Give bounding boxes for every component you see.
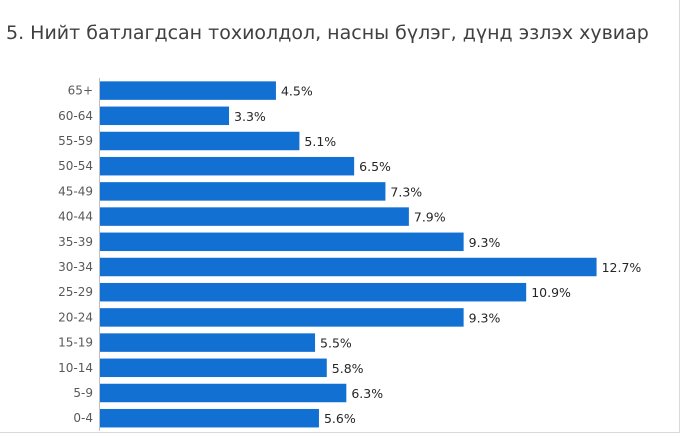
data-label-10-14: 5.8%: [332, 361, 364, 376]
data-label-35-39: 9.3%: [469, 235, 501, 250]
data-label-0-4: 5.6%: [324, 411, 356, 426]
data-label-30-34: 12.7%: [602, 260, 642, 275]
category-label-55-59: 55-59: [58, 134, 93, 148]
category-label-20-24: 20-24: [58, 310, 93, 324]
bar-20-24: [100, 308, 464, 327]
bar-50-54: [100, 156, 355, 176]
data-label-50-54: 6.5%: [359, 159, 391, 174]
category-label-60-64: 60-64: [58, 109, 93, 123]
bar-5-9: [100, 383, 347, 403]
bar-65plus: [100, 81, 276, 100]
data-label-65plus: 4.5%: [281, 84, 313, 99]
bar-55-59: [100, 131, 300, 151]
category-label-35-39: 35-39: [58, 235, 93, 249]
category-label-50-54: 50-54: [58, 159, 93, 173]
bar-40-44: [100, 207, 409, 226]
bar-35-39: [100, 232, 464, 252]
bar-45-49: [100, 182, 386, 201]
category-label-10-14: 10-14: [58, 361, 93, 375]
category-label-25-29: 25-29: [58, 285, 93, 299]
data-label-45-49: 7.3%: [390, 184, 422, 199]
bar-60-64: [100, 106, 230, 126]
category-label-15-19: 15-19: [58, 336, 93, 350]
category-label-65plus: 65+: [68, 84, 93, 98]
chart-title: 5. Нийт батлагдсан тохиолдол, насны бүлэ…: [6, 22, 649, 44]
category-label-45-49: 45-49: [58, 184, 93, 198]
data-labels: 4.5% 3.3% 5.1% 6.5% 7.3% 7.9% 9.3% 12.7% 10.9% 9.…: [234, 84, 641, 427]
data-label-60-64: 3.3%: [234, 109, 266, 124]
category-axis-labels: 65+ 60-64 55-59 50-54 45-49 40-44 35-39 30-34 25…: [58, 84, 93, 426]
bar-10-14: [100, 358, 327, 378]
data-label-40-44: 7.9%: [414, 210, 446, 225]
bar-25-29: [100, 282, 527, 302]
category-label-0-4: 0-4: [73, 411, 93, 425]
category-label-5-9: 5-9: [73, 386, 93, 400]
bar-series: [100, 81, 597, 428]
data-label-15-19: 5.5%: [320, 336, 352, 351]
data-label-20-24: 9.3%: [469, 310, 501, 325]
data-label-25-29: 10.9%: [531, 285, 571, 300]
category-label-40-44: 40-44: [58, 210, 93, 224]
data-label-55-59: 5.1%: [304, 134, 336, 149]
bar-30-34: [100, 257, 597, 277]
data-label-5-9: 6.3%: [351, 386, 383, 401]
category-label-30-34: 30-34: [58, 260, 93, 274]
bar-15-19: [100, 333, 316, 352]
bar-0-4: [100, 408, 319, 428]
